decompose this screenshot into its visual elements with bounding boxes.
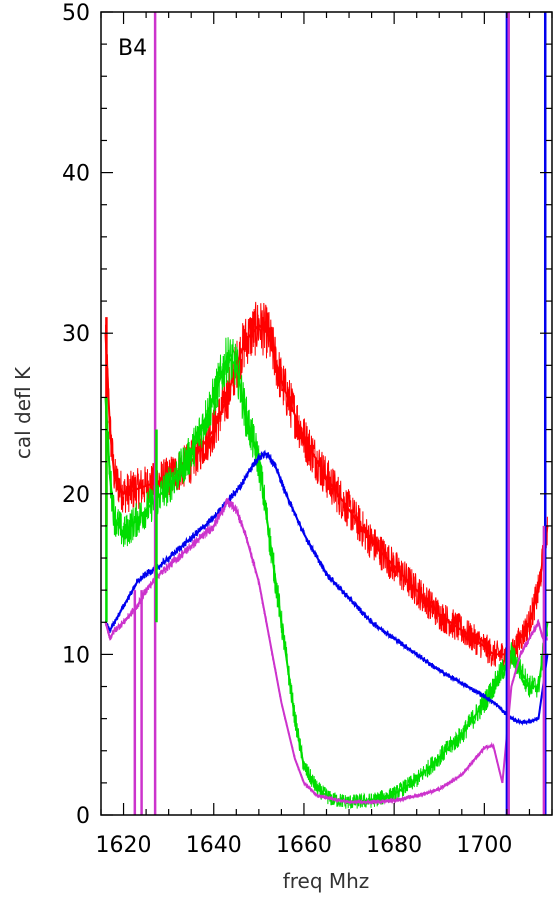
y-tick-label: 30 [62, 322, 90, 347]
y-tick-label: 10 [62, 643, 90, 668]
x-tick-label: 1680 [366, 833, 422, 858]
y-axis-title: cal defl K [11, 366, 35, 459]
x-tick-label: 1660 [276, 833, 332, 858]
x-axis-title: freq Mhz [283, 869, 370, 893]
x-tick-label: 1700 [456, 833, 512, 858]
y-tick-label: 0 [76, 804, 90, 829]
series-layer [104, 301, 549, 809]
y-tick-label: 20 [62, 483, 90, 508]
y-tick-label: 50 [62, 1, 90, 26]
panel-label: B4 [118, 36, 147, 61]
series-1-line [104, 355, 549, 804]
x-tick-label: 1620 [96, 833, 152, 858]
y-tick-label: 40 [62, 162, 90, 187]
spike-layer [105, 12, 547, 815]
series-0-noise [105, 301, 548, 670]
x-tick-label: 1640 [186, 833, 242, 858]
series-1-noise [105, 337, 548, 809]
tick-layer: 1620 1640 1660 1680 1700 0 10 20 30 40 50 [62, 1, 553, 858]
